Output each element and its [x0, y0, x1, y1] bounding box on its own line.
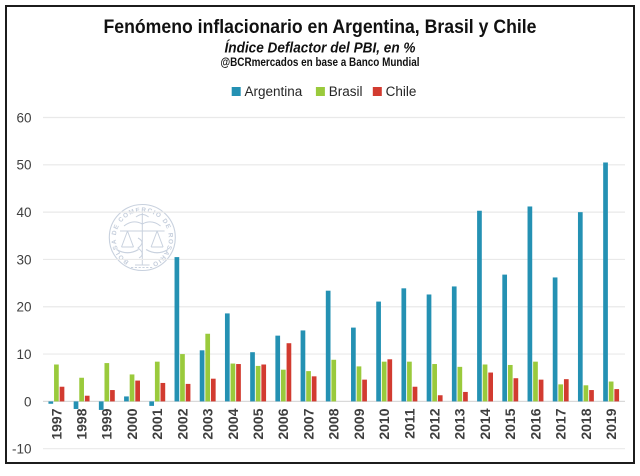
svg-text:-10: -10	[12, 442, 32, 457]
svg-text:Fenómeno inflacionario en Arge: Fenómeno inflacionario en Argentina, Bra…	[104, 16, 537, 38]
svg-text:Argentina: Argentina	[245, 84, 303, 99]
svg-text:60: 60	[16, 110, 31, 125]
svg-text:50: 50	[16, 158, 31, 173]
svg-text:Índice Deflactor del PBI, en %: Índice Deflactor del PBI, en %	[225, 40, 416, 57]
svg-text:2013: 2013	[452, 408, 468, 439]
svg-text:1997: 1997	[48, 408, 64, 439]
svg-text:2011: 2011	[401, 408, 417, 439]
svg-text:Chile: Chile	[386, 84, 417, 99]
svg-text:40: 40	[16, 205, 31, 220]
svg-text:Brasil: Brasil	[329, 84, 363, 99]
svg-text:1999: 1999	[99, 408, 115, 439]
svg-text:2015: 2015	[502, 408, 518, 439]
svg-text:30: 30	[16, 252, 31, 267]
svg-text:2016: 2016	[527, 408, 543, 439]
svg-text:1998: 1998	[74, 408, 90, 439]
svg-text:2014: 2014	[477, 408, 493, 439]
svg-text:2018: 2018	[578, 408, 594, 439]
svg-text:2001: 2001	[149, 408, 165, 439]
svg-text:2010: 2010	[376, 408, 392, 439]
svg-text:2005: 2005	[250, 408, 266, 439]
svg-text:2004: 2004	[225, 408, 241, 439]
svg-text:2002: 2002	[174, 408, 190, 439]
svg-text:2012: 2012	[427, 408, 443, 439]
svg-text:2009: 2009	[351, 408, 367, 439]
svg-text:2006: 2006	[275, 408, 291, 439]
svg-text:@BCRmercados en base a Banco M: @BCRmercados en base a Banco Mundial	[221, 57, 420, 69]
svg-text:10: 10	[16, 347, 31, 362]
svg-text:20: 20	[16, 300, 31, 315]
svg-text:2019: 2019	[603, 408, 619, 439]
svg-text:2003: 2003	[200, 408, 216, 439]
svg-text:2007: 2007	[300, 408, 316, 439]
svg-text:2008: 2008	[326, 408, 342, 439]
svg-text:2000: 2000	[124, 408, 140, 439]
svg-text:0: 0	[24, 394, 32, 409]
svg-text:2017: 2017	[553, 408, 569, 439]
